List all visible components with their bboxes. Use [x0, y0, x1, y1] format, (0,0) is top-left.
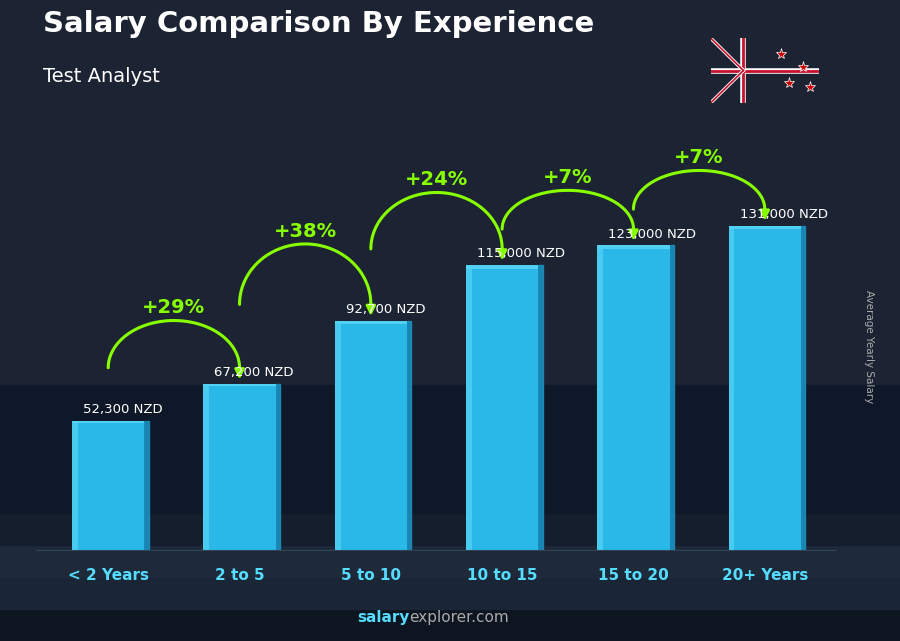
Text: 115,000 NZD: 115,000 NZD: [477, 247, 565, 260]
Bar: [466, 265, 538, 269]
Text: 67,200 NZD: 67,200 NZD: [214, 366, 293, 379]
Text: +38%: +38%: [274, 222, 337, 240]
Text: +29%: +29%: [142, 298, 205, 317]
Bar: [729, 226, 734, 551]
Bar: [335, 320, 340, 551]
Bar: [466, 265, 472, 551]
Bar: [72, 421, 144, 551]
Bar: [598, 246, 670, 249]
Polygon shape: [407, 320, 411, 551]
Bar: [466, 265, 538, 551]
Text: +7%: +7%: [543, 168, 592, 187]
Text: 2 to 5: 2 to 5: [215, 568, 265, 583]
Text: 52,300 NZD: 52,300 NZD: [83, 403, 163, 416]
Bar: [203, 384, 275, 386]
Bar: [72, 421, 144, 423]
Bar: [598, 246, 670, 551]
Bar: [335, 320, 407, 324]
Bar: [335, 320, 407, 551]
Bar: [203, 384, 209, 551]
Text: Salary Comparison By Experience: Salary Comparison By Experience: [42, 10, 594, 38]
Text: 20+ Years: 20+ Years: [722, 568, 808, 583]
Text: 5 to 10: 5 to 10: [341, 568, 400, 583]
Polygon shape: [538, 265, 543, 551]
Text: Test Analyst: Test Analyst: [42, 67, 159, 86]
Text: salary: salary: [357, 610, 410, 625]
Bar: [729, 226, 801, 551]
Bar: [729, 226, 801, 229]
Bar: [72, 421, 78, 551]
Text: explorer.com: explorer.com: [410, 610, 509, 625]
Text: 92,700 NZD: 92,700 NZD: [346, 303, 425, 316]
Bar: [203, 384, 275, 551]
Polygon shape: [801, 226, 806, 551]
Bar: [598, 246, 603, 551]
Text: 10 to 15: 10 to 15: [467, 568, 537, 583]
Text: +24%: +24%: [405, 171, 468, 189]
Polygon shape: [144, 421, 148, 551]
Text: 123,000 NZD: 123,000 NZD: [608, 228, 697, 240]
Polygon shape: [275, 384, 280, 551]
Polygon shape: [670, 246, 674, 551]
Text: 131,000 NZD: 131,000 NZD: [740, 208, 827, 221]
Text: +7%: +7%: [674, 148, 724, 167]
Text: < 2 Years: < 2 Years: [68, 568, 148, 583]
Text: Average Yearly Salary: Average Yearly Salary: [863, 290, 874, 403]
Text: 15 to 20: 15 to 20: [598, 568, 669, 583]
